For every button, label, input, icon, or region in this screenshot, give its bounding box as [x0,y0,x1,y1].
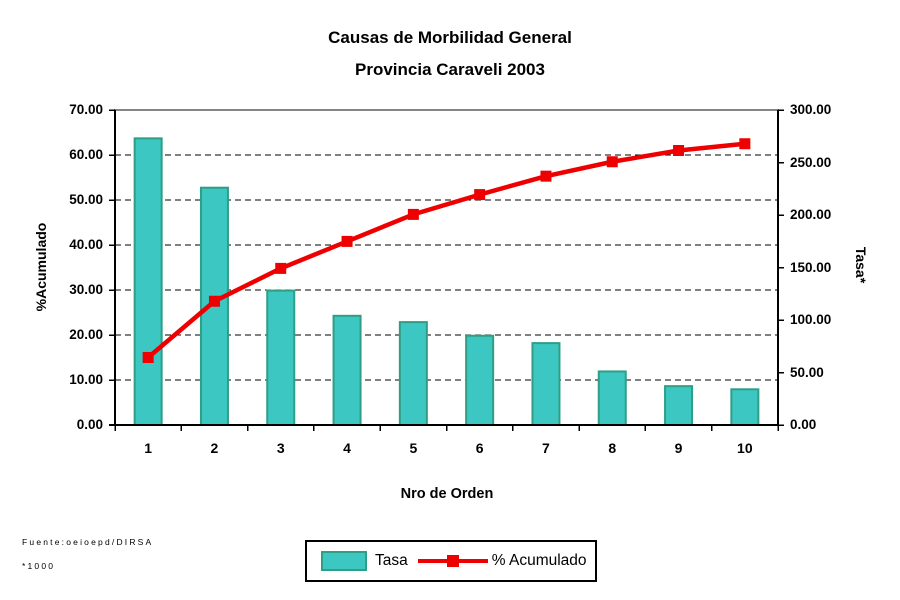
legend-line-square [446,555,459,567]
x-axis-title: Nro de Orden [400,486,494,502]
x-axis-category-label: 3 [276,440,285,456]
right-axis-tick-label: 300.00 [790,102,832,117]
acumulado-marker [275,262,287,274]
legend: Tasa % Acumulado [305,540,597,582]
legend-bar-swatch [321,551,367,571]
right-axis-tick-label: 100.00 [790,312,832,327]
left-axis-tick-label: 60.00 [69,147,103,162]
left-axis-title: %Acumulado [33,222,49,312]
legend-bar-label: Tasa [375,552,408,569]
right-axis-tick-label: 0.00 [790,417,817,432]
left-axis-tick-label: 30.00 [69,282,103,297]
left-axis-tick-label: 10.00 [69,372,103,387]
left-axis-tick-label: 70.00 [69,102,103,117]
chart-title: Causas de Morbilidad General [328,28,572,47]
acumulado-marker [142,352,154,363]
acumulado-marker [673,145,685,156]
x-axis-category-label: 10 [737,440,753,456]
acumulado-marker [739,138,751,150]
legend-line-marker-icon [417,554,488,568]
acumulado-marker [341,235,353,247]
bar-tasa [398,321,428,427]
bar-tasa [531,342,561,427]
x-axis-category-label: 8 [608,440,617,456]
legend-line-label: % Acumulado [491,552,587,569]
chart-subtitle: Provincia Caraveli 2003 [355,60,545,79]
x-axis-category-label: 2 [210,440,219,456]
footnote-source: Fuente:oeioepd/DIRSA [22,537,154,547]
acumulado-marker [474,189,486,201]
x-axis-category-label: 5 [409,440,418,456]
left-axis-tick-label: 20.00 [69,327,103,342]
bar-tasa [133,137,163,426]
acumulado-marker [208,295,220,307]
x-axis-category-label: 6 [475,440,484,456]
acumulado-marker [407,208,419,220]
footnote-scale: *1000 [22,561,56,571]
left-axis-tick-label: 40.00 [69,237,103,252]
right-axis-tick-label: 200.00 [790,207,832,222]
right-axis-tick-label: 150.00 [790,259,832,275]
bar-tasa [730,388,760,426]
acumulado-line [146,141,746,360]
bar-tasa [664,385,694,426]
bar-tasa [332,314,362,426]
left-axis-tick-label: 50.00 [69,192,103,207]
x-axis-category-label: 9 [674,440,683,456]
right-axis-title: Tasa* [853,246,869,284]
x-axis-category-label: 7 [542,440,550,456]
right-axis-tick-label: 50.00 [790,364,824,380]
bar-tasa [266,289,296,426]
bar-tasa [465,334,495,426]
x-axis-category-label: 1 [144,440,153,456]
bar-tasa [597,370,627,427]
acumulado-marker [606,156,618,168]
right-axis-tick-label: 250.00 [790,154,832,170]
x-axis-category-label: 4 [343,440,351,456]
acumulado-marker [540,170,552,182]
left-axis-tick-label: 0.00 [76,417,103,432]
